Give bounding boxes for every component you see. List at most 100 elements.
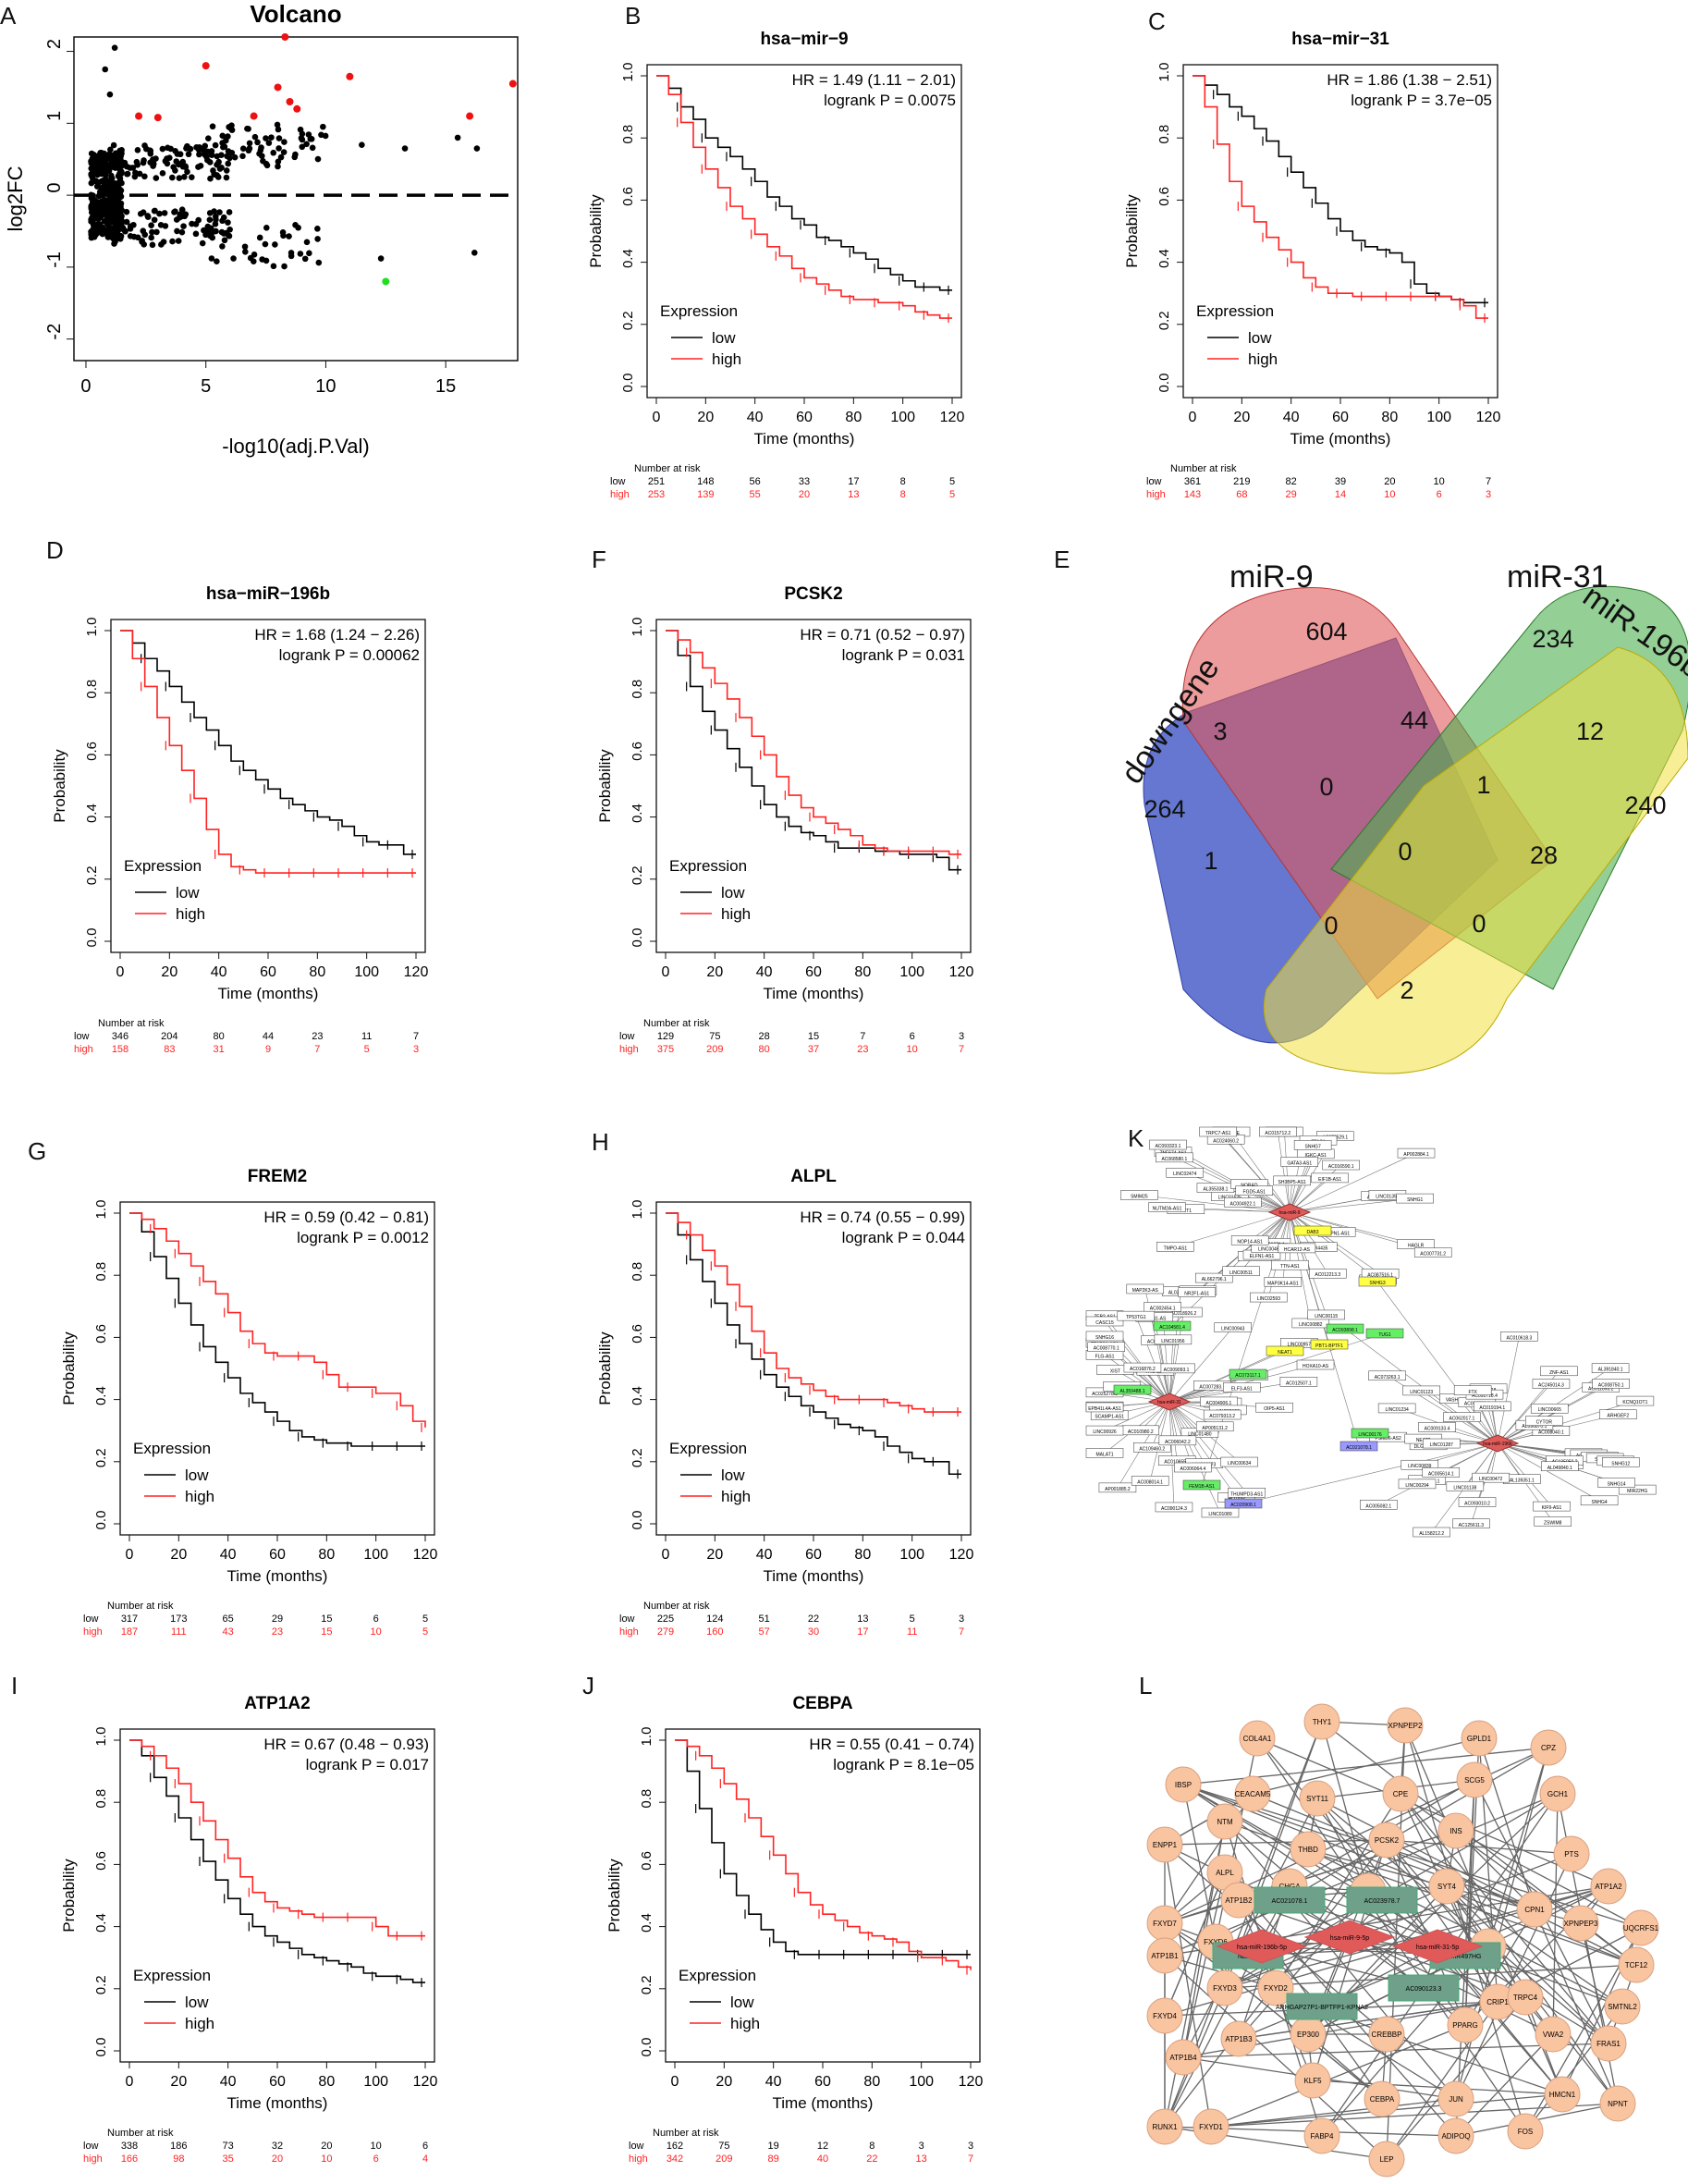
km-curve-high — [666, 630, 961, 855]
km-risk-low-label: low — [629, 2141, 644, 2152]
volcano-point — [116, 186, 124, 193]
volcano-point — [110, 235, 116, 242]
volcano-point — [306, 250, 312, 257]
network-k-lnc-node — [1214, 1322, 1253, 1332]
volcano-point — [280, 149, 287, 155]
network-k-lnc-label: SCAMP1-AS1 — [1095, 1415, 1124, 1420]
network-k-lnc-node — [1087, 1342, 1125, 1352]
km-risk-low-label: low — [619, 1613, 635, 1625]
network-l-edge — [1404, 1724, 1526, 2132]
network-k-lnc-node — [1220, 1456, 1258, 1467]
network-k-mirna-hub — [1267, 1203, 1312, 1221]
network-k-lnc-label: AC073117.1 — [1235, 1373, 1261, 1379]
network-l-gene-label: VWA2 — [1543, 2031, 1564, 2039]
network-k-lnc-node — [1360, 1500, 1398, 1510]
volcano-point-up — [202, 62, 210, 70]
network-l-gene-node — [1507, 2113, 1544, 2150]
volcano-point — [246, 140, 253, 147]
volcano-point — [106, 91, 114, 98]
volcano-point — [93, 227, 101, 234]
volcano-point — [88, 228, 94, 235]
km-legend-low: low — [185, 1994, 209, 2011]
km-ytick-label: 0.2 — [620, 311, 636, 330]
network-k-lnc-label: AC006064.4 — [1180, 1466, 1205, 1472]
network-l-gene-label: FXYD3 — [1213, 1984, 1237, 1993]
network-k-lnc-node — [1396, 1193, 1434, 1204]
network-k-lnc-label: ZSWIM8 — [1544, 1520, 1562, 1526]
km-xtick-label: 0 — [1189, 410, 1197, 425]
network-l-edge — [1487, 1747, 1549, 1947]
volcano-point — [174, 151, 181, 157]
volcano-point-up — [281, 33, 289, 41]
network-k-lnc-label: AC125611.3 — [1459, 1523, 1485, 1528]
volcano-point — [206, 159, 214, 166]
network-l-gene-node — [1618, 1946, 1655, 1983]
network-l-gene-node — [1553, 1835, 1590, 1872]
km-risk-low: 6 — [422, 2141, 428, 2152]
network-k-lnc-label: FGD5-AS1 — [1243, 1190, 1266, 1196]
volcano-point — [473, 145, 481, 152]
km-risk-low: 186 — [170, 2141, 187, 2152]
network-k-lnc-node — [1133, 1442, 1171, 1453]
volcano-point — [275, 163, 281, 170]
km-xtick-label: 120 — [959, 2074, 984, 2090]
network-k-lnc-node — [1310, 1339, 1349, 1350]
network-k-edge — [1168, 1327, 1233, 1403]
network-l-edge — [1400, 1793, 1619, 2104]
network-k-lnc-node — [1178, 1287, 1216, 1297]
km-ytick-label: 0.8 — [93, 1262, 109, 1282]
network-k-lnc-node — [1326, 1323, 1364, 1334]
network-l-gene-label: FABP4 — [1311, 2132, 1334, 2141]
volcano-point — [100, 185, 106, 191]
km-curve-high — [1193, 75, 1488, 319]
volcano-point — [88, 209, 95, 216]
network-k-lnc-label: AC079313.2 — [1209, 1414, 1235, 1419]
km-plot-hsa-mir-196b: hsa−miR−196b HR = 1.68 (1.24 − 2.26) logra… — [51, 584, 428, 1055]
km-xtick-label: 120 — [1476, 410, 1501, 425]
km-xtick-label: 100 — [899, 964, 924, 980]
network-k-lnc-label: AC062017.1 — [1449, 1417, 1474, 1422]
network-l-gene-node — [1428, 1868, 1465, 1905]
km-risk-low: 39 — [1335, 476, 1346, 487]
km-legend-high: high — [712, 350, 741, 368]
network-l-edge — [1455, 1830, 1535, 1910]
km-legend-high: high — [185, 2015, 214, 2032]
network-l-gene-node — [1507, 1979, 1544, 2016]
km-risk-low: 17 — [848, 476, 859, 487]
volcano-point — [106, 209, 113, 216]
volcano-point — [89, 155, 96, 162]
volcano-point — [221, 237, 228, 244]
km-xtick-label: 20 — [716, 2074, 732, 2090]
km-risk-low: 51 — [759, 1613, 770, 1625]
km-hr: HR = 0.55 (0.41 − 0.74) — [809, 1736, 974, 1753]
km-risk-low: 5 — [910, 1613, 915, 1625]
network-k-lnc-node — [1250, 1292, 1288, 1303]
network-k-lnc-node — [1271, 1259, 1309, 1270]
km-curve-high — [656, 75, 952, 319]
volcano-point — [208, 255, 215, 262]
network-l-gene-label: FXYD2 — [1264, 1984, 1288, 1993]
km-xtick-label: 60 — [805, 964, 822, 980]
volcano-ytick-label: -2 — [44, 324, 65, 340]
network-l-edge — [1534, 1908, 1619, 2104]
volcano-point — [205, 135, 212, 142]
network-l-gene-label: TRPC4 — [1513, 1994, 1538, 2002]
km-risk-high: 158 — [112, 1044, 128, 1055]
network-k-lnc-node — [1293, 1225, 1332, 1236]
km-risk-low: 10 — [371, 2141, 382, 2152]
km-risk-title: Number at risk — [98, 1018, 165, 1029]
network-k-lnc-node — [1368, 1370, 1406, 1381]
network-l-gene-node — [1299, 1780, 1336, 1817]
volcano-point — [214, 161, 220, 168]
volcano-xtick-label: 15 — [435, 376, 456, 397]
network-k-lnc-node — [1398, 1478, 1437, 1490]
volcano-point — [454, 134, 461, 141]
volcano-point — [185, 151, 192, 158]
km-risk-low: 251 — [648, 476, 665, 487]
volcano-point — [102, 157, 108, 164]
km-ylabel: Probability — [1123, 194, 1141, 268]
km-risk-high-label: high — [619, 1626, 639, 1638]
volcano-point — [141, 173, 148, 180]
panel-label-k: K — [1128, 1124, 1144, 1152]
km-risk-high: 160 — [706, 1626, 723, 1638]
